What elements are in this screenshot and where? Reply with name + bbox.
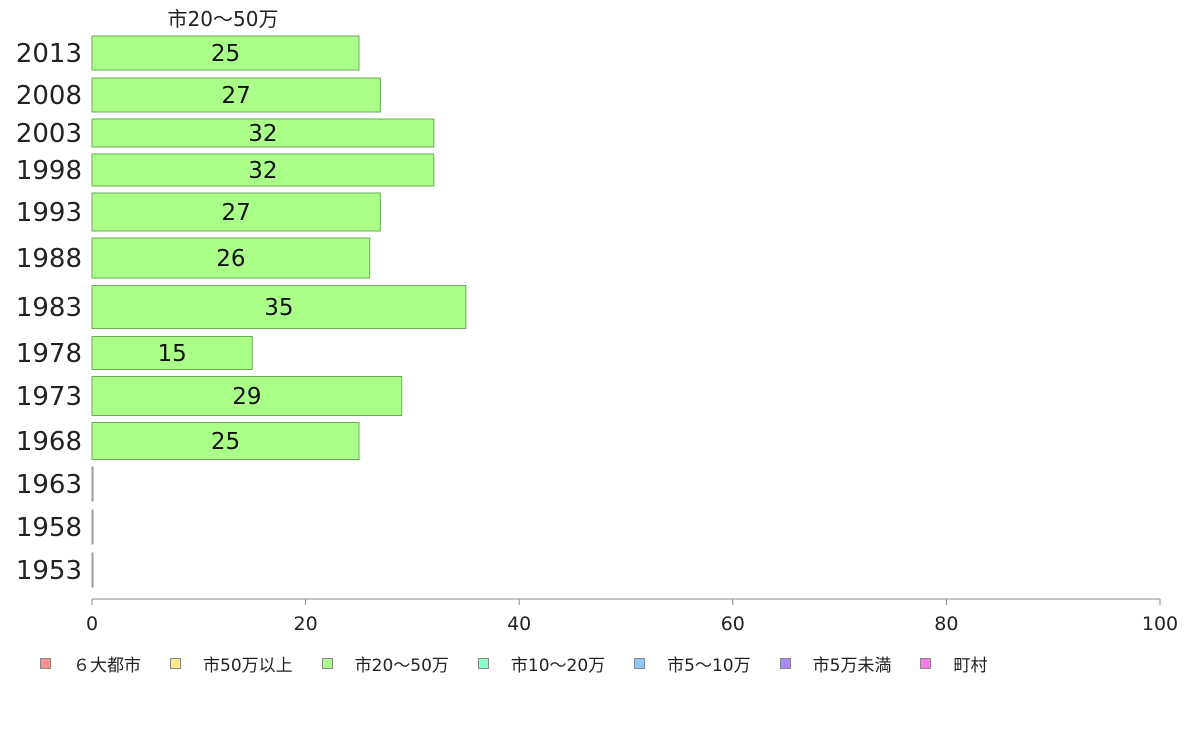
legend-item: 市10〜20万	[477, 651, 606, 676]
y-tick-label: 1963	[16, 470, 82, 500]
bar-value-label: 15	[157, 341, 186, 367]
legend-swatch	[634, 658, 646, 669]
bar-value-label: 32	[248, 158, 277, 184]
y-tick-label: 1953	[16, 556, 82, 586]
y-tick-label: 1993	[16, 198, 82, 228]
y-tick-label: 1983	[16, 293, 82, 323]
y-tick-label: 1978	[16, 339, 82, 369]
legend: ６大都市 市50万以上 市20〜50万 市10〜20万 市5〜10万 市5万未満 町村	[40, 651, 1016, 676]
legend-item: 市5万未満	[779, 651, 892, 676]
x-tick-label: 0	[86, 613, 98, 635]
legend-item: 市50万以上	[170, 651, 293, 676]
legend-label: 市20〜50万	[354, 656, 449, 676]
bar-value-label: 25	[211, 41, 240, 67]
bar	[91, 422, 360, 460]
y-tick-label: 1998	[16, 156, 82, 186]
legend-swatch	[920, 658, 932, 669]
y-tick-label: 1988	[16, 244, 82, 274]
legend-swatch	[170, 658, 181, 669]
legend-item: 市20〜50万	[321, 651, 449, 676]
legend-swatch	[477, 658, 489, 669]
bars-group: 25 27 32 32 27 26 35 15 29 25	[91, 35, 467, 588]
series-title: 市20〜50万	[168, 7, 279, 31]
bar	[91, 237, 371, 279]
bar	[91, 552, 94, 588]
y-tick-label: 2008	[16, 81, 82, 111]
legend-item: 町村	[920, 651, 987, 676]
legend-label: ６大都市	[73, 656, 141, 676]
bar	[91, 118, 435, 148]
y-tick-label: 1958	[16, 513, 82, 543]
x-tick-label: 80	[934, 613, 958, 635]
legend-label: 市5〜10万	[667, 656, 751, 676]
y-tick-label: 2013	[16, 39, 82, 69]
legend-swatch	[40, 658, 51, 669]
bar-value-label: 29	[232, 384, 261, 410]
legend-label: 市50万以上	[203, 656, 293, 676]
x-tick-label: 100	[1142, 613, 1178, 635]
bar	[91, 466, 94, 502]
bar-value-label: 32	[248, 121, 277, 147]
y-tick-label: 1973	[16, 382, 82, 412]
x-tick-label: 20	[294, 613, 318, 635]
legend-label: 市10〜20万	[510, 656, 606, 676]
legend-label: 市5万未満	[812, 656, 892, 676]
y-tick-labels: 2013 2008 2003 1998 1993 1988 1983 1978 1973 1968…	[16, 39, 82, 586]
bar	[91, 153, 435, 187]
bar-value-label: 27	[222, 83, 251, 109]
legend-label: 町村	[953, 656, 988, 676]
bar-value-label: 25	[211, 429, 240, 455]
bar-value-label: 26	[216, 246, 245, 272]
legend-swatch	[321, 658, 333, 669]
bar	[91, 376, 403, 416]
x-tick-label: 60	[721, 613, 745, 635]
legend-item: 市5〜10万	[634, 651, 751, 676]
y-tick-label: 1968	[16, 427, 82, 457]
bar-value-label: 27	[222, 200, 251, 226]
bar	[91, 509, 94, 545]
bar	[91, 336, 253, 370]
bar	[91, 192, 381, 232]
x-axis: 0 20 40 60 80 100	[86, 598, 1178, 635]
bar-value-label: 35	[264, 295, 293, 321]
bar	[91, 35, 360, 71]
y-tick-label: 2003	[16, 119, 82, 149]
legend-item: ６大都市	[40, 651, 141, 676]
legend-swatch	[779, 658, 791, 669]
bar	[91, 77, 381, 113]
x-tick-label: 40	[507, 613, 531, 635]
bar	[91, 285, 467, 329]
